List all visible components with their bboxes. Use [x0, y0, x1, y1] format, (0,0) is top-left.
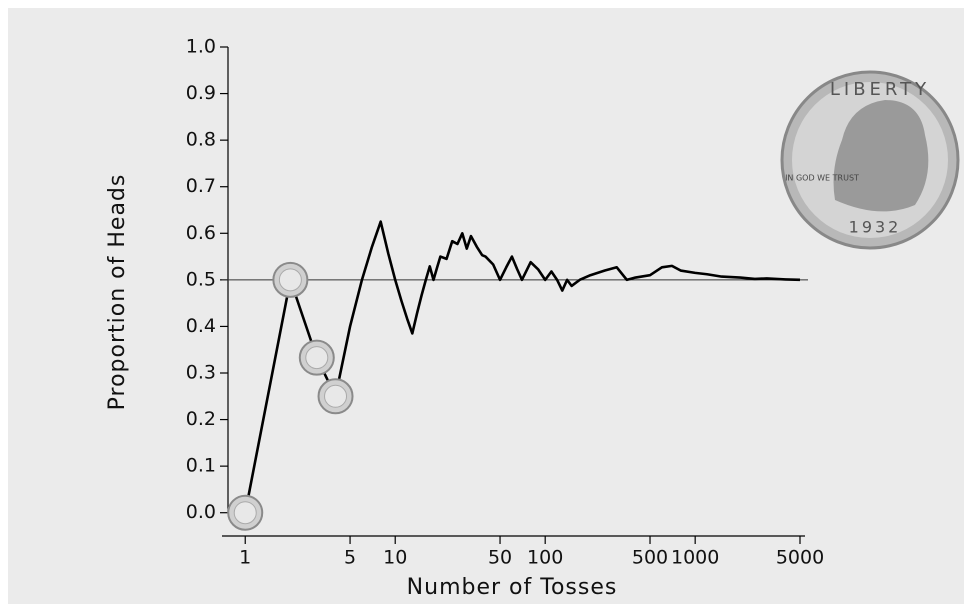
- data-line: [243, 220, 801, 513]
- y-tick-label: 0.1: [186, 455, 216, 477]
- quarter-coin: LIBERTY IN GOD WE TRUST 1932: [780, 70, 960, 250]
- y-axis-title: Proportion of Heads: [105, 174, 130, 411]
- x-tick-label: 1000: [671, 547, 719, 569]
- coin-text: 1932: [849, 218, 902, 237]
- y-tick-label: 0.8: [186, 129, 216, 151]
- y-tick-label: 0.5: [186, 268, 216, 290]
- x-tick-label: 500: [632, 547, 668, 569]
- coin-portrait: [833, 100, 929, 212]
- coin-marker-inner: [278, 268, 302, 292]
- coin-text: IN GOD WE TRUST: [785, 174, 859, 183]
- coin-marker-inner: [305, 346, 329, 370]
- x-tick-label: 5000: [776, 547, 824, 569]
- x-axis-title: Number of Tosses: [407, 575, 618, 600]
- y-tick-label: 0.0: [186, 501, 216, 523]
- y-tick-label: 0.6: [186, 222, 216, 244]
- y-tick-label: 0.2: [186, 408, 216, 430]
- x-tick-label: 1: [239, 547, 251, 569]
- x-tick-label: 10: [383, 547, 407, 569]
- y-tick-label: 0.4: [186, 315, 216, 337]
- y-tick-label: 0.9: [186, 82, 216, 104]
- x-tick-label: 5: [344, 547, 356, 569]
- y-tick-label: 1.0: [186, 36, 216, 58]
- coin-marker-inner: [233, 501, 257, 525]
- x-tick-label: 100: [527, 547, 563, 569]
- y-tick-label: 0.3: [186, 362, 216, 384]
- coin-text: LIBERTY: [830, 79, 930, 100]
- x-tick-label: 50: [488, 547, 512, 569]
- y-tick-label: 0.7: [186, 175, 216, 197]
- coin-marker-inner: [324, 384, 348, 408]
